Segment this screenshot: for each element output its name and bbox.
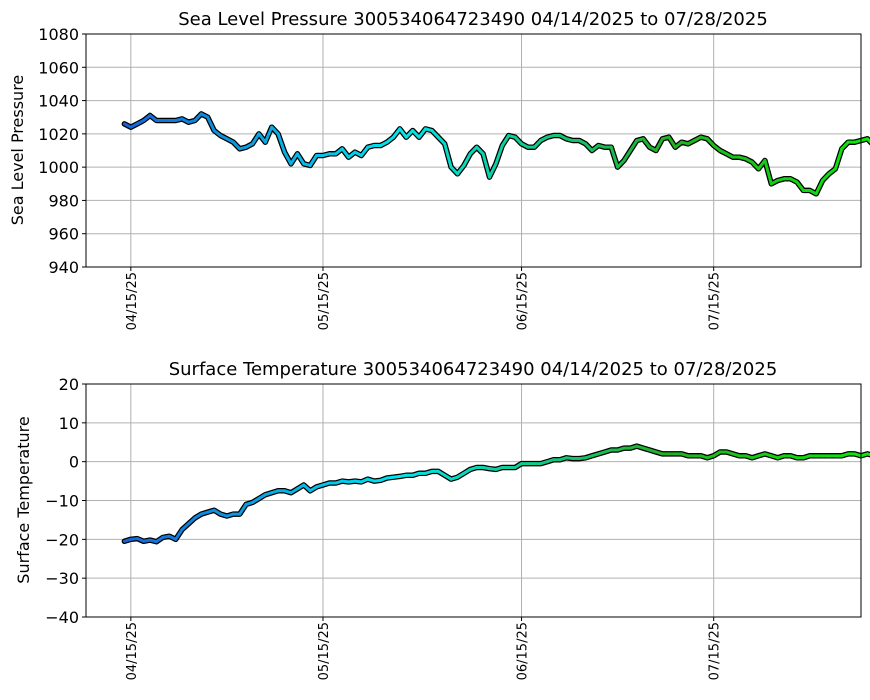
temperature-y-tick-label: −30 — [45, 569, 79, 588]
pressure-y-tick-label: 960 — [48, 225, 79, 244]
pressure-x-tick-label: 05/15/25 — [317, 272, 332, 330]
pressure-series-segment — [475, 145, 485, 156]
pressure-series-segment — [494, 144, 504, 166]
temperature-y-tick-label: −10 — [45, 492, 79, 511]
pressure-series-segment — [231, 140, 242, 151]
temperature-series-line — [121, 443, 870, 545]
pressure-series-segment — [750, 160, 761, 171]
pressure-series-segment — [641, 137, 652, 149]
temperature-x-tick-label: 07/15/25 — [708, 622, 723, 680]
pressure-y-ticks: 940 960 980 1000 1020 1040 1060 1080 — [38, 25, 86, 277]
pressure-series-segment — [449, 165, 459, 176]
temperature-series-outline — [121, 443, 870, 545]
temperature-y-tick-label: 20 — [59, 375, 79, 394]
pressure-series-segment — [270, 125, 280, 136]
pressure-series-segment — [436, 135, 447, 146]
pressure-series-segment — [391, 127, 402, 139]
pressure-series-segment — [488, 162, 498, 179]
pressure-series-segment — [865, 137, 870, 144]
pressure-series-segment — [359, 145, 370, 157]
pressure-series-segment — [705, 137, 716, 148]
pressure-y-tick-label: 1020 — [38, 125, 79, 144]
pressure-plot-frame — [85, 33, 862, 268]
pressure-series-segment — [417, 127, 427, 139]
temperature-x-tick-label: 04/15/25 — [125, 622, 140, 680]
pressure-series-segment — [616, 158, 626, 169]
temperature-series-segment — [174, 528, 184, 541]
pressure-series-segment — [481, 152, 492, 179]
pressure-series-segment — [821, 172, 831, 182]
pressure-series-segment — [193, 112, 203, 123]
pressure-series-segment — [532, 139, 543, 149]
pressure-series-segment — [584, 142, 594, 152]
temperature-x-tick-label: 06/15/25 — [516, 622, 531, 680]
pressure-series-segment — [500, 134, 511, 148]
pressure-series-segment — [283, 150, 293, 166]
pressure-series-segment — [622, 149, 632, 162]
temperature-y-ticks: −40 −30 −20 −10 0 10 20 — [45, 375, 86, 627]
pressure-series-segment — [763, 158, 773, 186]
pressure-x-ticks: 04/15/25 05/15/25 06/15/25 07/15/25 — [125, 267, 723, 330]
pressure-series-segment — [276, 132, 287, 154]
pressure-series-segment — [468, 145, 479, 156]
pressure-series-segment — [295, 152, 306, 166]
pressure-series-segment — [289, 152, 299, 166]
pressure-series-segment — [443, 142, 453, 169]
pressure-series-segment — [628, 139, 639, 152]
pressure-series-segment — [609, 145, 620, 169]
pressure-series-segment — [263, 125, 274, 144]
pressure-series-outline — [121, 111, 870, 197]
pressure-series-segment — [667, 135, 677, 149]
pressure-chart: Sea Level Pressure 300534064723490 04/14… — [8, 9, 870, 330]
temperature-y-axis-label: Surface Temperature — [14, 416, 33, 583]
temperature-series-segment — [238, 502, 248, 516]
temperature-x-tick-label: 05/15/25 — [317, 622, 332, 680]
pressure-y-tick-label: 1000 — [38, 158, 79, 177]
pressure-series-segment — [411, 129, 421, 139]
pressure-gridlines — [86, 33, 861, 268]
temperature-y-tick-label: 0 — [69, 453, 79, 472]
pressure-chart-title: Sea Level Pressure 300534064723490 04/14… — [178, 9, 768, 30]
pressure-series-segment — [340, 147, 351, 159]
pressure-x-tick-label: 04/15/25 — [125, 272, 140, 330]
pressure-series-segment — [398, 127, 408, 139]
pressure-series-segment — [513, 135, 524, 146]
temperature-x-ticks: 04/15/25 05/15/25 06/15/25 07/15/25 — [125, 617, 723, 680]
pressure-series-segment — [308, 153, 319, 167]
pressure-series-segment — [455, 163, 466, 176]
pressure-y-tick-label: 940 — [48, 258, 79, 277]
pressure-series-segment — [462, 152, 472, 167]
pressure-x-tick-label: 06/15/25 — [516, 272, 531, 330]
temperature-y-tick-label: 10 — [59, 414, 79, 433]
pressure-series-segment — [654, 137, 664, 152]
pressure-y-tick-label: 1080 — [38, 25, 79, 44]
temperature-chart-title: Surface Temperature 300534064723490 04/1… — [169, 359, 778, 380]
temperature-gridlines — [86, 383, 861, 618]
pressure-y-tick-label: 980 — [48, 191, 79, 210]
pressure-y-axis-label: Sea Level Pressure — [8, 75, 27, 226]
pressure-series-segment — [404, 129, 415, 139]
pressure-series-segment — [257, 132, 267, 144]
temperature-y-tick-label: −40 — [45, 608, 79, 627]
pressure-series-segment — [430, 129, 440, 139]
temperature-y-tick-label: −20 — [45, 530, 79, 549]
pressure-y-tick-label: 1060 — [38, 58, 79, 77]
pressure-y-tick-label: 1040 — [38, 92, 79, 111]
pressure-series-segment — [833, 147, 844, 171]
pressure-series-line — [121, 111, 870, 197]
temperature-series-segment — [865, 452, 870, 457]
pressure-series-segment — [795, 180, 805, 192]
pressure-series-segment — [814, 178, 825, 196]
pressure-series-segment — [206, 115, 216, 133]
pressure-x-tick-label: 07/15/25 — [708, 272, 723, 330]
pressure-series-segment — [251, 132, 261, 146]
pressure-series-segment — [840, 140, 850, 151]
temperature-chart: Surface Temperature 300534064723490 04/1… — [14, 359, 870, 680]
